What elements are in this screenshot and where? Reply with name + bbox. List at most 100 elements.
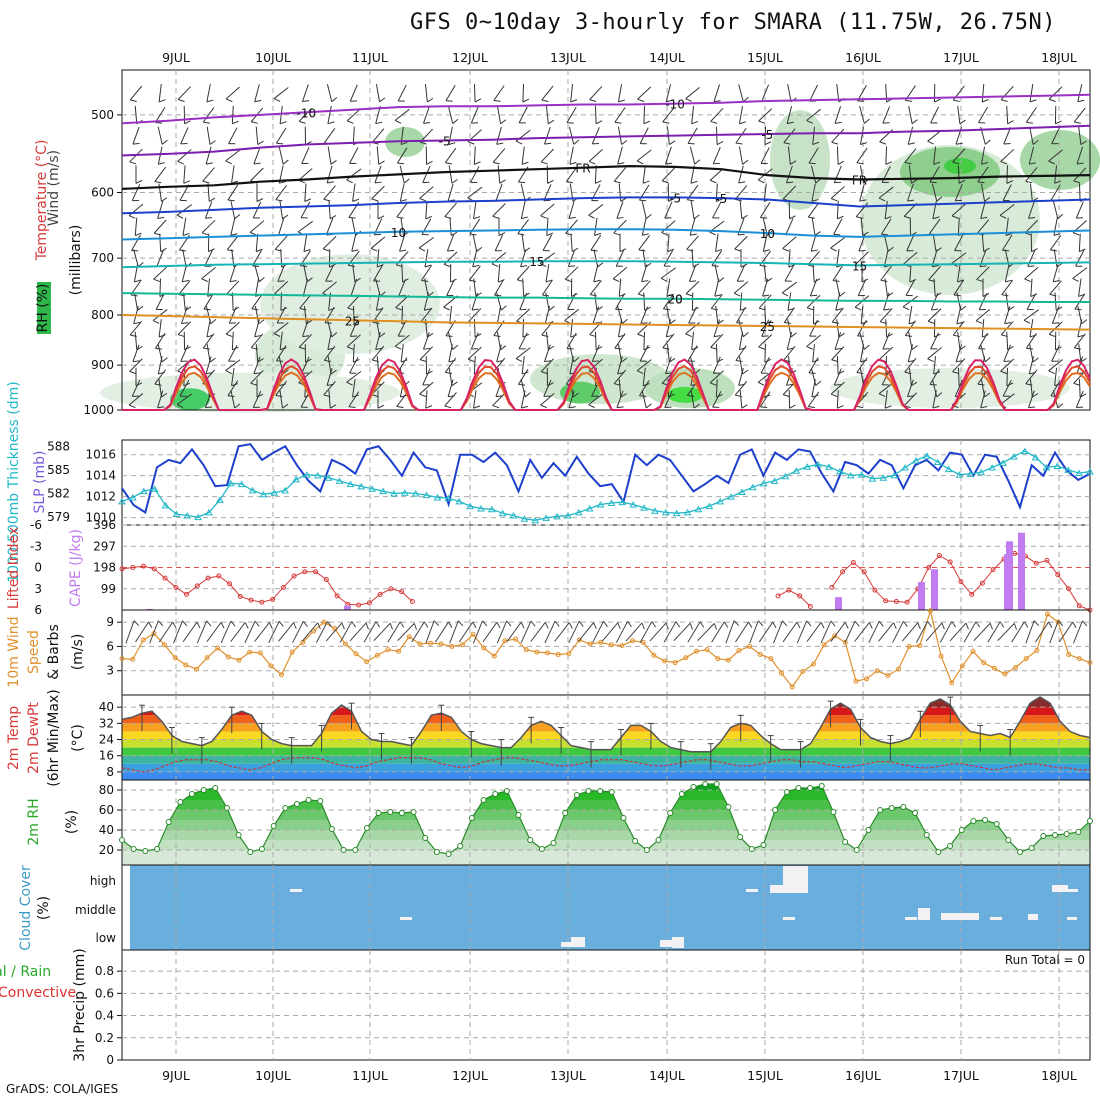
wind-barb <box>159 233 167 253</box>
thickness-marker <box>705 502 714 510</box>
wind-barb-shaft <box>398 278 407 297</box>
wind-barb <box>130 279 142 297</box>
wind-barb-shaft <box>764 305 767 325</box>
wind-barb-shaft <box>496 306 502 324</box>
wind-barb-shaft <box>932 233 937 252</box>
wind-barb <box>152 309 168 324</box>
wind-barb-shaft <box>928 219 941 235</box>
wind-barb-shaft <box>157 356 163 375</box>
wind-barb-flag <box>741 214 748 220</box>
wind-barb-flag <box>906 294 913 297</box>
wind-barb <box>377 390 385 409</box>
wind-barb-flag <box>907 199 915 202</box>
wind-barb-flag <box>329 215 337 220</box>
y-tick-label: 24 <box>99 733 114 747</box>
wind-barb <box>205 306 217 325</box>
wind-barb <box>1003 127 1012 145</box>
wind-barb-flag <box>256 198 264 202</box>
wind-barb-shaft <box>327 331 332 350</box>
wind-barb-flag <box>959 119 966 125</box>
thickness-marker <box>477 505 485 512</box>
wind-barb-shaft <box>231 105 234 124</box>
wind-barb <box>636 359 652 375</box>
rh-point <box>422 835 429 841</box>
wind-barb <box>833 165 842 184</box>
wind-barb-shaft <box>446 234 455 252</box>
wind-barb-flag <box>1080 140 1087 145</box>
wind-barb <box>158 621 177 643</box>
wind-barb-flag <box>161 139 168 145</box>
wind-barb <box>496 331 507 351</box>
date-label-top: 9JUL <box>162 50 190 65</box>
wind-barb <box>854 622 873 642</box>
wind-barb <box>758 334 773 350</box>
wind-speed-point <box>630 638 636 644</box>
wind-barb <box>860 305 868 325</box>
thickness-marker <box>748 483 757 491</box>
wind-barb-shaft <box>957 367 960 386</box>
wind-barb-flag <box>258 319 265 325</box>
wind-barb-flag <box>856 405 863 409</box>
wind-barb-flag <box>1072 232 1080 236</box>
date-label-top: 13JUL <box>550 50 586 65</box>
wind-barb-shaft <box>1023 309 1039 321</box>
wind-barb-shaft <box>325 622 343 642</box>
thickness-marker <box>955 471 964 478</box>
wind-barb-flag <box>735 142 743 145</box>
wind-barb-shaft <box>520 620 532 644</box>
wind-barb-shaft <box>715 379 718 398</box>
temp-band <box>122 723 1090 732</box>
wind-barb-flag <box>232 120 239 125</box>
wind-barb <box>255 126 264 146</box>
thickness-marker <box>868 475 877 482</box>
wind-barb-shaft <box>471 292 479 311</box>
wind-barb <box>244 620 260 644</box>
wind-speed-point <box>566 651 572 657</box>
wind-barb <box>1077 319 1085 338</box>
wind-barb-flag <box>815 380 822 386</box>
wind-barb <box>738 356 749 375</box>
rh-point <box>632 838 639 844</box>
wind-barb <box>927 308 942 324</box>
wind-barb-shaft <box>447 379 454 397</box>
thickness-marker <box>803 463 812 470</box>
wind-barb-shaft <box>540 392 555 406</box>
wind-barb-shaft <box>691 105 695 124</box>
wind-barb <box>570 319 578 338</box>
rh-point <box>282 805 289 811</box>
thickness-marker <box>564 512 572 519</box>
wind-barb-shaft <box>980 344 986 362</box>
wind-barb-shaft <box>394 334 410 347</box>
wind-barb-shaft <box>1077 319 1083 337</box>
wind-barb-shaft <box>810 165 817 184</box>
precip-total-label: Total / Rain <box>0 964 51 980</box>
wind-barb <box>736 306 746 324</box>
wind-barb-shaft <box>134 331 138 350</box>
wind-barb-shaft <box>590 234 602 251</box>
wind-barb-shaft <box>762 278 769 297</box>
wind-barb-shaft <box>735 621 749 643</box>
wind-barb <box>176 204 192 219</box>
rh-point <box>970 818 977 824</box>
wind-barb-flag <box>882 181 889 183</box>
wind-barb <box>446 279 455 297</box>
y-tick-label: 0.6 <box>95 986 114 1000</box>
wind-barb-shaft <box>1054 367 1058 386</box>
wind-barb <box>301 622 321 642</box>
wind-barb <box>666 344 676 363</box>
wind-barb-shaft <box>820 620 832 644</box>
wind-barb-flag <box>567 308 575 311</box>
wind-barb <box>619 233 627 253</box>
wind-barb <box>230 217 238 236</box>
wind-barb-flag <box>181 322 189 324</box>
wind-speed-point <box>406 634 412 640</box>
wind-barb-flag <box>883 308 891 311</box>
wind-barb-shaft <box>617 344 623 363</box>
wind-barb-flag <box>1001 99 1008 102</box>
wind-barb-shaft <box>1054 165 1058 184</box>
li-tick-label: -6 <box>30 518 42 532</box>
rh-point <box>480 797 487 803</box>
wind-barb <box>735 621 753 643</box>
temp-axis-label-4: (°C) <box>70 724 86 752</box>
wind-barb-shaft <box>1025 333 1037 349</box>
